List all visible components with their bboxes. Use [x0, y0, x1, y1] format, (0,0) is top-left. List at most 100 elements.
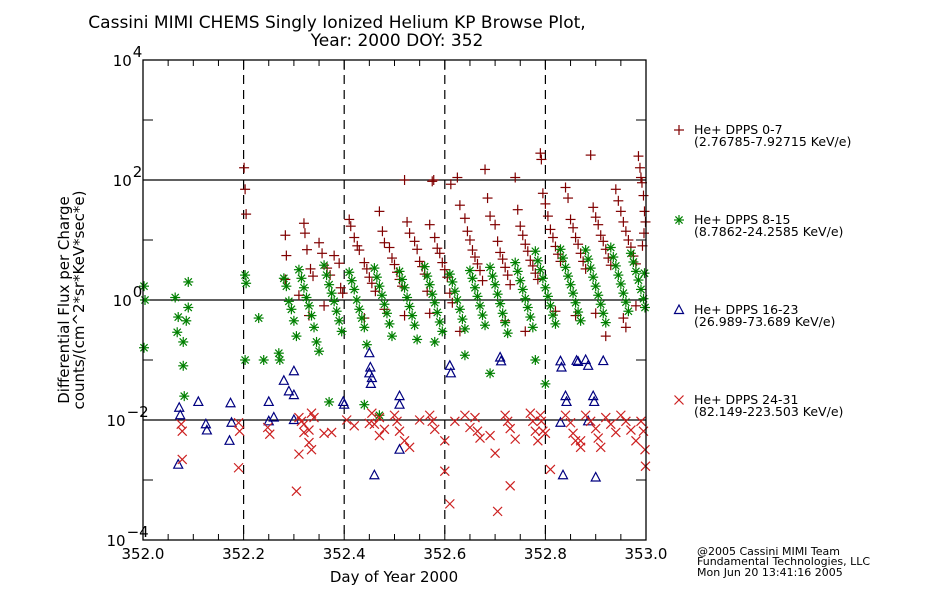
data-point: [368, 468, 380, 480]
data-point: [510, 257, 521, 268]
star-stroke: [634, 276, 643, 285]
star-stroke: [498, 309, 507, 318]
data-point: [326, 427, 337, 438]
data-point: [324, 279, 335, 290]
star-stroke: [312, 337, 321, 346]
data-point: [615, 206, 626, 217]
data-point: [306, 408, 317, 419]
data-point: [638, 293, 649, 304]
data-point: [572, 355, 584, 366]
data-point: [638, 190, 649, 201]
data-point: [314, 237, 325, 248]
x-tick-label: 352.2: [222, 545, 265, 563]
data-point: [381, 308, 392, 319]
x-stroke: [306, 444, 317, 455]
data-marks: [139, 148, 651, 517]
data-point: [412, 334, 423, 345]
star-stroke: [581, 246, 590, 255]
data-point: [294, 449, 304, 460]
x-stroke: [177, 454, 188, 465]
data-point: [288, 413, 300, 425]
data-point: [575, 435, 586, 446]
data-point: [542, 211, 553, 222]
star-stroke: [423, 272, 432, 281]
data-point: [170, 292, 181, 303]
star-stroke: [584, 255, 593, 264]
data-point: [363, 346, 375, 358]
y-tick-exponent: −2: [127, 403, 149, 421]
data-point: [432, 307, 443, 318]
y-tick-label: 10: [113, 52, 132, 70]
star-stroke: [586, 264, 595, 273]
data-point: [610, 184, 621, 195]
data-point: [515, 221, 526, 232]
data-point: [399, 282, 410, 293]
data-point: [537, 273, 548, 284]
x-stroke: [234, 426, 245, 437]
data-point: [583, 254, 594, 265]
data-point: [449, 416, 460, 427]
data-point: [582, 359, 594, 370]
data-point: [552, 249, 563, 260]
data-point: [492, 236, 503, 247]
legend-item: He+ DPPS 8-15(8.7862-24.2585 KeV/e): [674, 212, 843, 239]
series-x: [176, 408, 651, 517]
data-point: [424, 308, 435, 319]
data-point: [374, 430, 385, 441]
data-point: [500, 262, 511, 273]
star-stroke: [430, 337, 439, 346]
data-point: [560, 182, 571, 193]
data-point: [550, 318, 561, 329]
data-point: [633, 275, 644, 286]
data-point: [638, 228, 649, 239]
data-point: [490, 279, 501, 290]
star-stroke: [179, 361, 188, 370]
data-point: [485, 368, 496, 379]
star-stroke: [180, 392, 189, 401]
data-point: [459, 213, 470, 224]
data-point: [593, 290, 604, 301]
data-point: [530, 426, 541, 437]
triangle-shape: [283, 385, 295, 396]
data-point: [274, 355, 285, 365]
data-point: [283, 385, 295, 396]
triangle-shape: [394, 443, 406, 454]
data-point: [314, 346, 325, 357]
data-point: [495, 355, 507, 366]
data-point: [304, 425, 314, 435]
data-point: [462, 226, 473, 237]
triangle-shape: [363, 346, 375, 358]
star-stroke: [139, 282, 149, 291]
x-stroke: [465, 422, 475, 433]
data-point: [540, 198, 551, 209]
data-point: [432, 243, 443, 254]
data-point: [344, 267, 355, 278]
data-point: [573, 239, 584, 250]
y-axis-label-line2: counts/(cm^2*sr*KeV*sec*e): [70, 191, 88, 410]
data-point: [389, 259, 400, 270]
x-stroke: [593, 433, 604, 443]
x-stroke: [590, 423, 601, 434]
data-point: [545, 300, 556, 311]
data-point: [173, 312, 184, 323]
y-tick-label: 10: [113, 292, 132, 310]
x-tick-label: 352.4: [323, 545, 366, 563]
data-point: [409, 236, 420, 247]
star-stroke: [566, 280, 575, 289]
data-point: [224, 434, 236, 445]
star-stroke: [309, 323, 319, 332]
data-point: [374, 281, 385, 292]
triangle-shape: [226, 416, 238, 427]
data-point: [324, 396, 335, 407]
data-point: [329, 296, 340, 307]
data-point: [512, 266, 523, 277]
data-point: [336, 326, 347, 337]
star-stroke: [360, 323, 369, 332]
data-point: [502, 270, 513, 281]
data-point: [558, 253, 569, 264]
data-point: [605, 260, 616, 271]
data-point: [424, 219, 435, 230]
data-point: [424, 279, 435, 290]
triangle-shape: [597, 354, 609, 366]
x-stroke: [374, 412, 385, 423]
